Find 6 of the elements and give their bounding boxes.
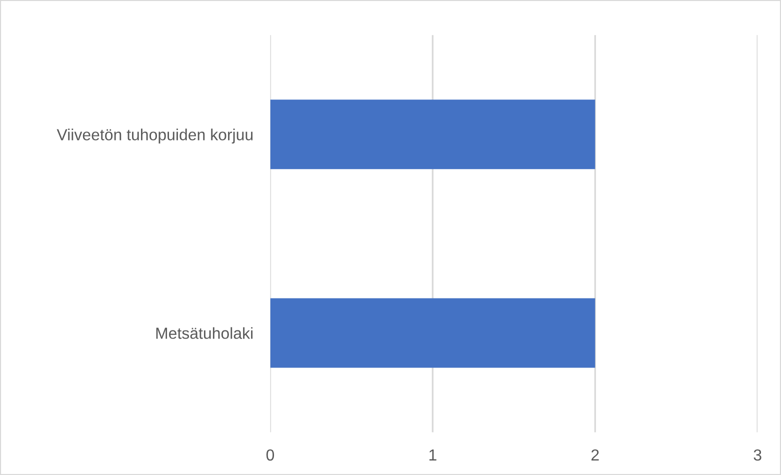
y-tick-label: Metsätuholaki [156, 327, 252, 339]
x-tick-label: 0 [266, 449, 274, 461]
x-tick-label: 3 [754, 449, 762, 461]
y-tick-label: Viiveetön tuhopuiden korjuu [56, 128, 253, 144]
x-tick-label: 2 [591, 449, 599, 460]
x-tick-label: 1 [429, 450, 436, 460]
